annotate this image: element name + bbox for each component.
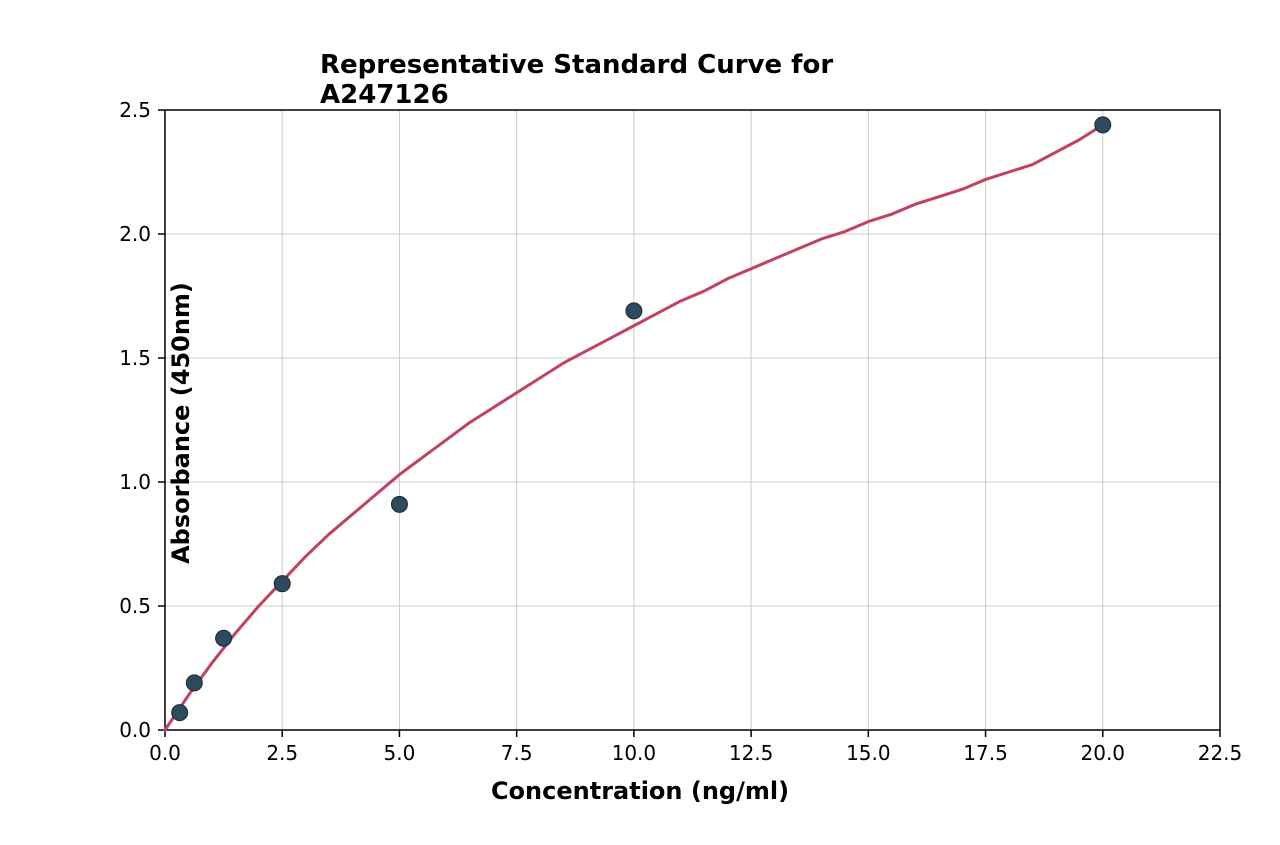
scatter-point xyxy=(626,303,642,319)
x-tick-label: 5.0 xyxy=(384,741,416,765)
chart-container: Representative Standard Curve for A24712… xyxy=(0,0,1280,845)
scatter-point xyxy=(1095,117,1111,133)
scatter-point xyxy=(216,630,232,646)
y-tick-label: 1.0 xyxy=(119,470,151,494)
y-tick-label: 2.0 xyxy=(119,222,151,246)
x-tick-label: 20.0 xyxy=(1081,741,1126,765)
x-tick-label: 10.0 xyxy=(612,741,657,765)
x-tick-label: 2.5 xyxy=(266,741,298,765)
scatter-point xyxy=(186,675,202,691)
chart-title: Representative Standard Curve for A24712… xyxy=(320,50,960,110)
scatter-point xyxy=(274,576,290,592)
y-tick-label: 2.5 xyxy=(119,98,151,122)
x-tick-label: 22.5 xyxy=(1198,741,1243,765)
x-tick-label: 12.5 xyxy=(729,741,774,765)
x-tick-label: 7.5 xyxy=(501,741,533,765)
scatter-point xyxy=(172,705,188,721)
x-axis-label: Concentration (ng/ml) xyxy=(491,777,789,805)
plot-border xyxy=(165,110,1220,730)
x-tick-label: 0.0 xyxy=(149,741,181,765)
y-tick-label: 0.0 xyxy=(119,718,151,742)
scatter-point xyxy=(391,496,407,512)
x-tick-label: 17.5 xyxy=(963,741,1008,765)
x-tick-label: 15.0 xyxy=(846,741,891,765)
y-axis-label: Absorbance (450nm) xyxy=(167,282,195,564)
y-tick-label: 0.5 xyxy=(119,594,151,618)
y-tick-label: 1.5 xyxy=(119,346,151,370)
